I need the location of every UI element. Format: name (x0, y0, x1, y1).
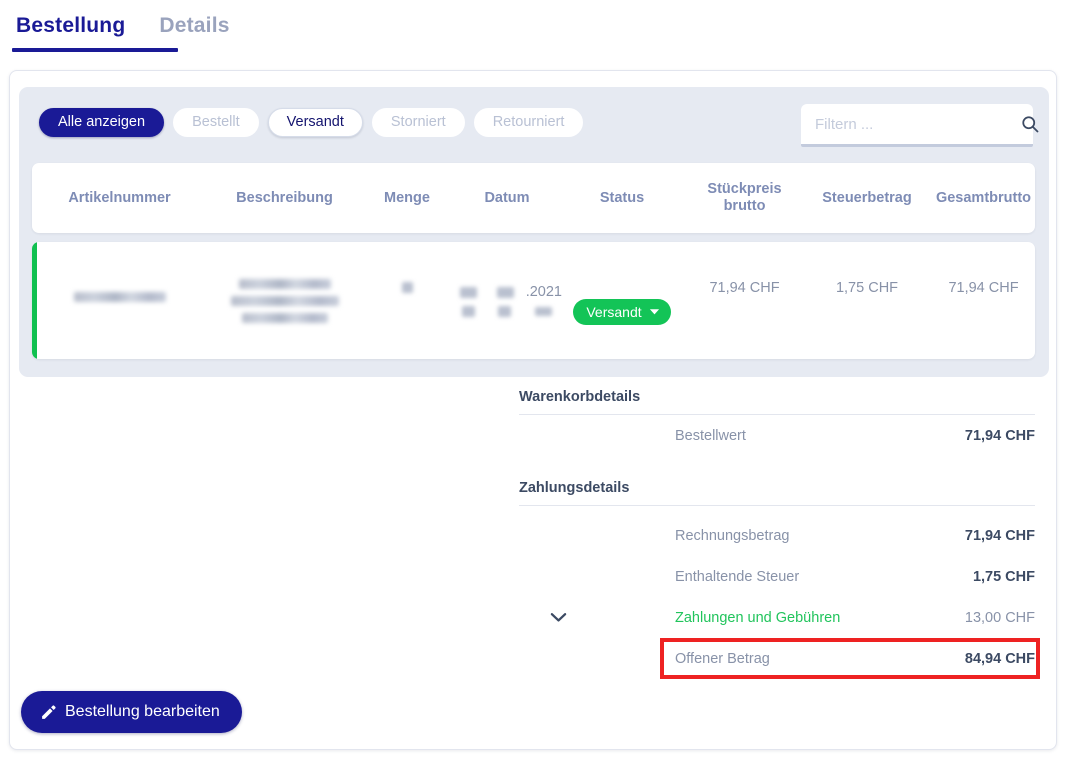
cell-stueckpreis-brutto: 71,94 CHF (709, 279, 780, 296)
detail-label-zahlungen-und-gebuehren: Zahlungen und Gebühren (675, 609, 841, 626)
filter-pill-bestellt[interactable]: Bestellt (173, 108, 259, 137)
cell-datum: .2021 (452, 284, 562, 317)
column-header-stueckpreis-line2: brutto (723, 198, 766, 214)
detail-value-offener-betrag: 84,94 CHF (964, 650, 1035, 667)
detail-row-zahlungen-und-gebuehren[interactable]: Zahlungen und Gebühren 13,00 CHF (519, 597, 1035, 638)
detail-value-bestellwert: 71,94 CHF (964, 427, 1035, 444)
redacted-time-hour (461, 306, 475, 317)
filter-search-box (801, 104, 1039, 147)
column-header-beschreibung: Beschreibung (236, 189, 333, 206)
zahlungs-details-title: Zahlungsdetails (519, 480, 630, 496)
warenkorb-details-block: Warenkorbdetails Bestellwert 71,94 CHF (10, 389, 1056, 456)
filter-pill-alle-anzeigen[interactable]: Alle anzeigen (39, 108, 165, 137)
status-filter-pills: Alle anzeigen Bestellt Versandt Stornier… (39, 108, 584, 137)
redacted-beschreibung-line-1 (238, 278, 331, 289)
redacted-beschreibung-line-3 (241, 312, 328, 323)
orders-filter-panel: Alle anzeigen Bestellt Versandt Stornier… (19, 87, 1049, 377)
cell-datum-year: .2021 (525, 284, 562, 300)
active-tab-underline (12, 48, 178, 52)
cell-artikelnummer (32, 292, 207, 309)
redacted-datum-day (460, 286, 478, 298)
row-status-accent-bar (32, 242, 37, 359)
column-header-status: Status (599, 189, 645, 206)
tab-bar: Bestellung Details (12, 14, 234, 48)
warenkorb-divider (519, 414, 1035, 415)
redacted-artikelnummer (73, 292, 166, 302)
tab-details[interactable]: Details (159, 14, 230, 37)
redacted-time-suffix (535, 307, 553, 316)
column-header-menge: Menge (384, 189, 430, 206)
redacted-datum-month (497, 286, 515, 298)
detail-row-bestellwert: Bestellwert 71,94 CHF (519, 415, 1035, 456)
edit-order-button-label: Bestellung bearbeiten (65, 703, 220, 720)
redacted-beschreibung-line-2 (230, 295, 339, 306)
column-header-datum: Datum (484, 189, 530, 206)
column-header-stueckpreis-line1: Stückpreis (707, 181, 782, 198)
status-badge-label: Versandt (586, 303, 642, 320)
detail-value-zahlungen-und-gebuehren: 13,00 CHF (964, 609, 1035, 626)
detail-value-rechnungsbetrag: 71,94 CHF (964, 527, 1035, 544)
redacted-time-minute (498, 306, 512, 317)
detail-label-rechnungsbetrag: Rechnungsbetrag (675, 527, 790, 544)
table-row[interactable]: .2021 Versandt 7 (32, 242, 1035, 359)
filter-pill-versandt[interactable]: Versandt (267, 108, 363, 137)
detail-label-offener-betrag: Offener Betrag (675, 650, 770, 667)
column-header-gesamtbrutto: Gesamtbrutto (935, 189, 1032, 206)
redacted-menge (401, 282, 413, 293)
pencil-icon (40, 704, 57, 721)
cell-steuerbetrag: 1,75 CHF (835, 279, 899, 296)
filter-pill-retourniert[interactable]: Retourniert (473, 108, 584, 137)
orders-table-header: Artikelnummer Beschreibung Menge Datum S… (32, 163, 1035, 233)
filter-pill-storniert[interactable]: Storniert (371, 108, 465, 137)
search-icon[interactable] (1020, 114, 1040, 134)
warenkorb-details-title: Warenkorbdetails (519, 389, 641, 405)
detail-row-rechnungsbetrag: Rechnungsbetrag 71,94 CHF (519, 515, 1035, 556)
tab-bestellung[interactable]: Bestellung (16, 14, 126, 37)
search-input[interactable] (801, 115, 1020, 133)
order-details-section: Warenkorbdetails Bestellwert 71,94 CHF Z… (10, 389, 1056, 679)
zahlungs-details-block: Zahlungsdetails Rechnungsbetrag 71,94 CH… (10, 480, 1056, 679)
expand-zahlungen-chevron-down-icon[interactable] (543, 597, 573, 638)
column-header-stueckpreis-brutto: Stückpreis brutto (682, 181, 807, 214)
detail-label-bestellwert: Bestellwert (675, 427, 746, 444)
cell-gesamtbrutto: 71,94 CHF (948, 279, 1019, 296)
detail-label-enthaltende-steuer: Enthaltende Steuer (675, 568, 800, 585)
chevron-down-icon (649, 308, 659, 314)
cell-status: Versandt (562, 277, 682, 325)
detail-row-enthaltende-steuer: Enthaltende Steuer 1,75 CHF (519, 556, 1035, 597)
status-badge-versandt[interactable]: Versandt (573, 298, 671, 325)
detail-value-enthaltende-steuer: 1,75 CHF (972, 568, 1035, 585)
column-header-steuerbetrag: Steuerbetrag (822, 189, 912, 206)
edit-order-button[interactable]: Bestellung bearbeiten (21, 691, 242, 733)
order-panel: Alle anzeigen Bestellt Versandt Stornier… (9, 70, 1057, 750)
cell-beschreibung (207, 278, 362, 323)
detail-row-offener-betrag: Offener Betrag 84,94 CHF (519, 638, 1040, 679)
column-header-artikelnummer: Artikelnummer (68, 189, 171, 206)
cell-menge (362, 282, 452, 319)
zahlungs-divider (519, 505, 1035, 506)
